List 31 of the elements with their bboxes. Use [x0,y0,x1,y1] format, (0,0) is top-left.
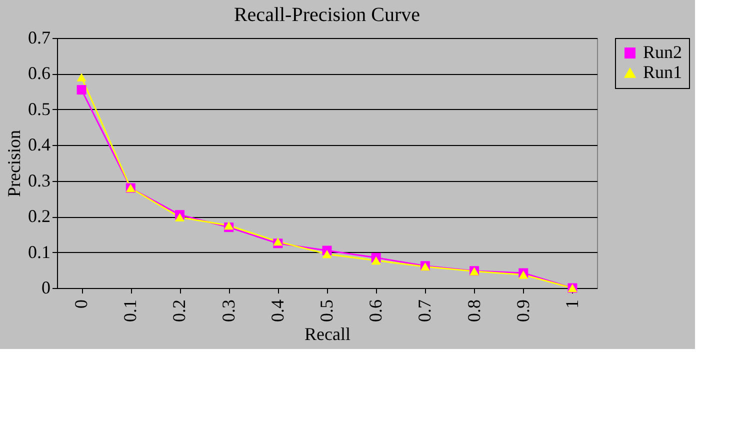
x-tick-label: 0 [71,300,92,308]
y-tick-label: 0.6 [28,63,50,84]
x-tick-label: 0.5 [316,300,336,322]
legend-label: Run2 [643,42,682,62]
x-tick-label: 0.7 [414,300,435,322]
x-tick-label: 0.4 [267,300,288,322]
y-tick-label: 0.1 [28,242,50,262]
chart-title: Recall-Precision Curve [234,4,420,26]
y-axis-title: Precision [4,130,24,197]
point [518,270,528,279]
x-tick-label: 0.1 [120,300,140,322]
point [322,250,332,258]
y-tick-label: 0.3 [28,170,50,190]
point [371,256,381,265]
point [76,73,86,82]
x-tick-label: 0.2 [169,300,190,322]
x-tick-label: 0.6 [366,300,386,322]
point [174,213,184,222]
x-tick-label: 1 [562,300,582,308]
x-tick-label: 0.8 [464,300,484,322]
y-tick-label: 0.4 [28,134,50,155]
x-axis-title: Recall [304,324,350,344]
point [224,221,234,230]
point [76,85,86,95]
y-tick-label: 0.5 [28,98,50,119]
legend-label: Run1 [643,62,682,82]
x-tick-label: 0.3 [218,300,238,322]
point [273,237,283,246]
y-tick-label: 0.2 [28,206,50,226]
y-tick-label: 0.7 [28,28,50,48]
x-tick-label: 0.9 [512,300,533,322]
